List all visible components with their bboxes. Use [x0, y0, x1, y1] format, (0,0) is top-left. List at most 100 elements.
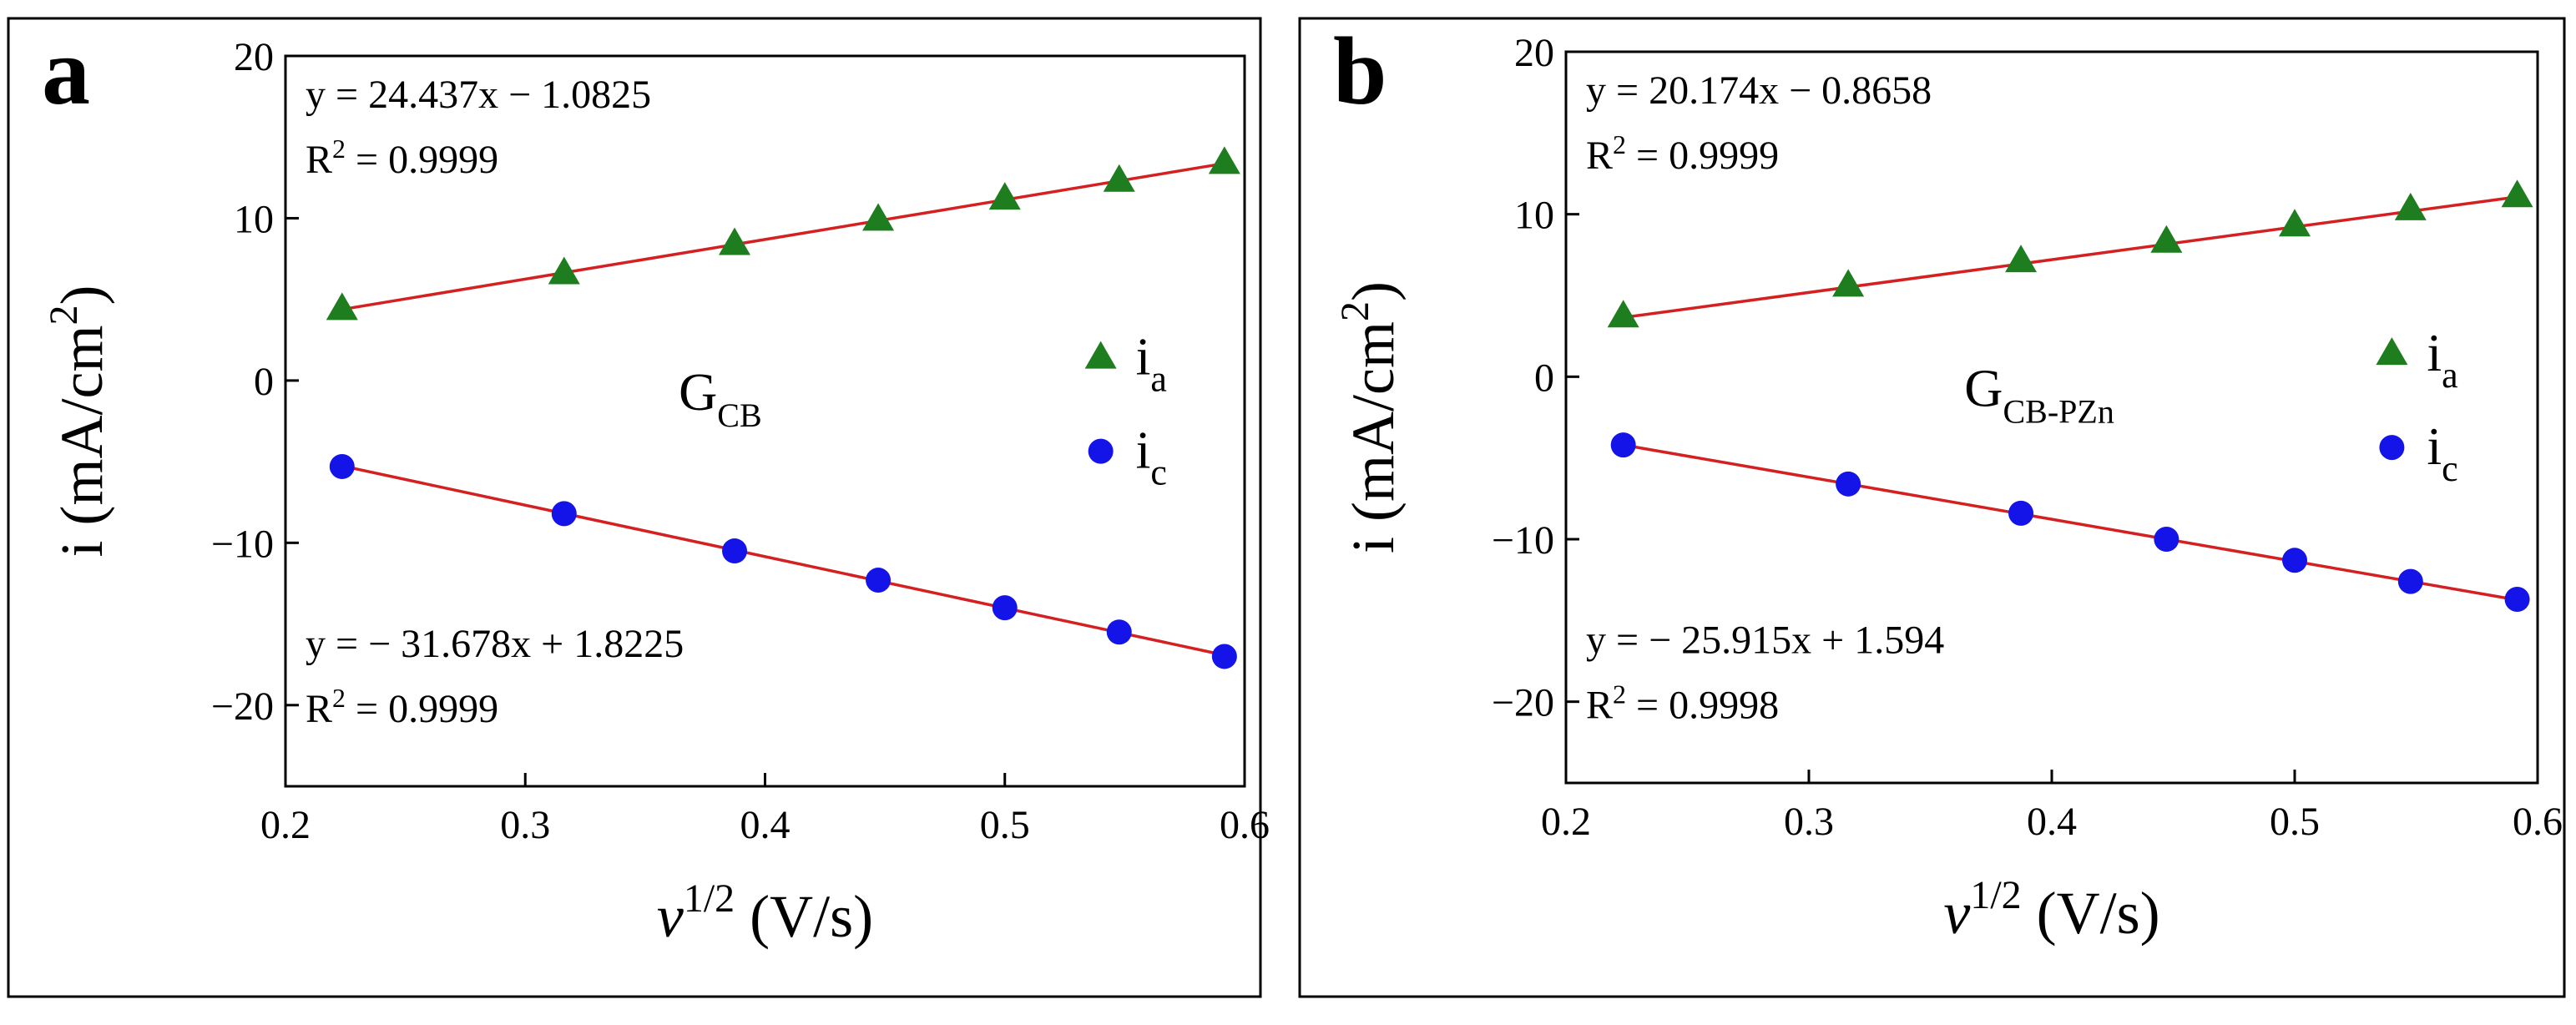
panel-b: b 0.2 0.3 0.4 0.5 0.6 −20 −10 0 10 20 v1/2 (V/s) i (… — [1298, 17, 2566, 998]
panel-a-fit-line-i_a — [341, 162, 1225, 311]
panel-b-x-axis-label-sup: 1/2 — [1970, 873, 2021, 917]
panel-b-legend-label-main: i — [2427, 323, 2442, 382]
panel-a-legend-label-sub: c — [1150, 452, 1167, 493]
panel-a-point-i_c — [722, 538, 748, 564]
panel-a-x-axis-label-unit: (V/s) — [735, 883, 873, 950]
panel-a-x-axis-label-sup: 1/2 — [684, 876, 735, 921]
panel-a-x-tick-label: 0.5 — [980, 803, 1030, 847]
panel-a-legend-marker-triangle — [1084, 341, 1117, 369]
panel-b-y-axis-label-end: ) — [1340, 281, 1407, 301]
panel-b-point-i_a — [2005, 245, 2038, 273]
panel-a-point-i_a — [326, 292, 358, 321]
panel-b-fit-line-i_c — [1623, 443, 2518, 602]
panel-a-legend-label-sub: a — [1150, 359, 1167, 400]
panel-a-x-axis-label: v1/2 (V/s) — [657, 876, 873, 950]
panel-a-fit-line-i_c — [341, 464, 1225, 657]
panel-a-x-tick-label: 0.3 — [500, 803, 550, 847]
panel-a-point-i_a — [1208, 146, 1240, 174]
panel-b-y-axis-label-sup: 2 — [1333, 301, 1377, 321]
panel-b-fit-equation-cathodic: y = − 25.915x + 1.594 — [1586, 619, 1944, 663]
panel-b-y-tick-label: 20 — [1514, 31, 1554, 75]
panel-a-point-i_c — [992, 595, 1018, 621]
panel-a-point-i_c — [1211, 644, 1237, 669]
panel-b-x-tick-label: 0.4 — [2027, 800, 2077, 844]
panel-b-legend-label-main: i — [2427, 417, 2442, 476]
panel-a-legend-label-main: i — [1136, 421, 1151, 480]
panel-a-fit-r2-cathodic: R2 = 0.9999 — [306, 683, 498, 731]
panel-b-legend-label: ic — [2427, 417, 2457, 489]
panel-a-frame — [7, 17, 1262, 998]
panel-a-point-i_c — [551, 501, 577, 527]
panel-b-fit-r2-prefix-anodic: R — [1586, 134, 1613, 178]
panel-b-point-i_a — [2394, 192, 2427, 220]
panel-a-x-axis-label-v: v — [657, 883, 684, 950]
panel-b-frame — [1298, 17, 2566, 998]
panel-a-point-i_a — [862, 203, 895, 231]
panel-b-point-i_c — [1836, 471, 1861, 497]
panel-a-y-tick-label: 0 — [254, 360, 274, 404]
panel-a: a 0.2 0.3 0.4 0.5 0.6 −20 −10 0 10 20 v1/2 (V/s) i (… — [7, 17, 1270, 998]
panel-b-x-tick-label: 0.2 — [1541, 800, 1591, 844]
panel-b-fit-r2-value-anodic: = 0.9999 — [1626, 134, 1779, 178]
panel-b-y-tick-label: −20 — [1492, 681, 1554, 725]
panel-a-y-axis-label: i (mA/cm2) — [42, 285, 115, 558]
panel-b-y-tick-label: 0 — [1534, 356, 1554, 400]
panel-b-x-tick-label: 0.6 — [2513, 800, 2563, 844]
panel-a-y-axis-label-main: i (mA/cm — [48, 326, 115, 558]
panel-a-legend-label: ia — [1136, 327, 1167, 400]
panel-a-point-i_c — [866, 568, 891, 593]
panel-a-legend-label: ic — [1136, 421, 1167, 493]
panel-b-point-i_a — [2150, 225, 2183, 253]
panel-b-point-i_c — [2008, 500, 2034, 526]
panel-a-point-i_a — [548, 256, 580, 285]
panel-a-fit-r2-sup-anodic: 2 — [332, 134, 346, 164]
panel-b-point-i_a — [1832, 269, 1865, 297]
panel-b-x-axis-label: v1/2 (V/s) — [1943, 873, 2159, 947]
panel-b-point-i_a — [1607, 300, 1639, 328]
panel-a-fit-r2-anodic: R2 = 0.9999 — [306, 134, 498, 182]
panel-b-fit-r2-prefix-cathodic: R — [1586, 684, 1613, 728]
panel-b-y-tick-label: 10 — [1514, 194, 1554, 238]
panel-a-point-i_a — [1103, 164, 1135, 192]
panel-a-legend-label-main: i — [1136, 327, 1151, 386]
panel-b-label: b — [1333, 18, 1387, 125]
panel-a-sample-name: GCB — [679, 362, 762, 434]
panel-b-fit-equation-anodic: y = 20.174x − 0.8658 — [1586, 68, 1932, 113]
panel-b-x-tick-label: 0.5 — [2270, 800, 2320, 844]
panel-b-y-tick-label: −10 — [1492, 518, 1554, 563]
panel-b-sample-name-sub: CB-PZn — [2003, 392, 2114, 430]
panel-a-y-tick-label: −10 — [211, 522, 274, 566]
panel-b-x-axis-label-v: v — [1943, 880, 1970, 947]
panel-b-point-i_a — [2501, 179, 2533, 208]
panel-a-x-tick-label: 0.2 — [260, 803, 311, 847]
panel-a-legend-marker-circle — [1088, 438, 1114, 464]
panel-a-point-i_a — [988, 182, 1021, 210]
panel-b-legend-label-sub: c — [2442, 448, 2458, 489]
panel-a-fit-r2-value-cathodic: = 0.9999 — [346, 687, 498, 731]
panel-b-point-i_c — [1610, 432, 1636, 458]
panel-b-y-axis-label: i (mA/cm2) — [1333, 281, 1407, 553]
panel-a-sample-name-main: G — [679, 362, 717, 422]
panel-a-point-i_c — [1106, 619, 1132, 645]
panel-b-point-i_c — [2504, 587, 2530, 613]
panel-a-y-tick-label: −20 — [211, 684, 274, 729]
panel-a-x-tick-label: 0.4 — [740, 803, 790, 847]
panel-b-legend-label: ia — [2427, 323, 2457, 396]
panel-b-sample-name: GCB-PZn — [1964, 358, 2114, 430]
panel-b-point-i_c — [2397, 568, 2423, 594]
panel-b-point-i_c — [2154, 527, 2179, 552]
panel-b-sample-name-main: G — [1964, 358, 2003, 417]
panel-b-legend-marker-triangle — [2376, 337, 2408, 366]
panel-a-fit-r2-value-anodic: = 0.9999 — [346, 138, 498, 182]
panel-a-fit-equation-anodic: y = 24.437x − 1.0825 — [306, 73, 651, 117]
panel-b-fit-r2-anodic: R2 = 0.9999 — [1586, 129, 1779, 178]
panel-b-fit-r2-value-cathodic: = 0.9998 — [1626, 684, 1779, 728]
panel-b-y-axis-label-main: i (mA/cm — [1340, 321, 1407, 553]
panel-a-fit-r2-prefix-cathodic: R — [306, 687, 332, 731]
panel-a-point-i_a — [719, 227, 751, 255]
panel-a-x-tick-label: 0.6 — [1220, 803, 1270, 847]
panel-a-y-tick-label: 10 — [234, 197, 274, 241]
panel-b-x-tick-label: 0.3 — [1784, 800, 1834, 844]
panel-b-fit-r2-sup-cathodic: 2 — [1613, 679, 1626, 709]
